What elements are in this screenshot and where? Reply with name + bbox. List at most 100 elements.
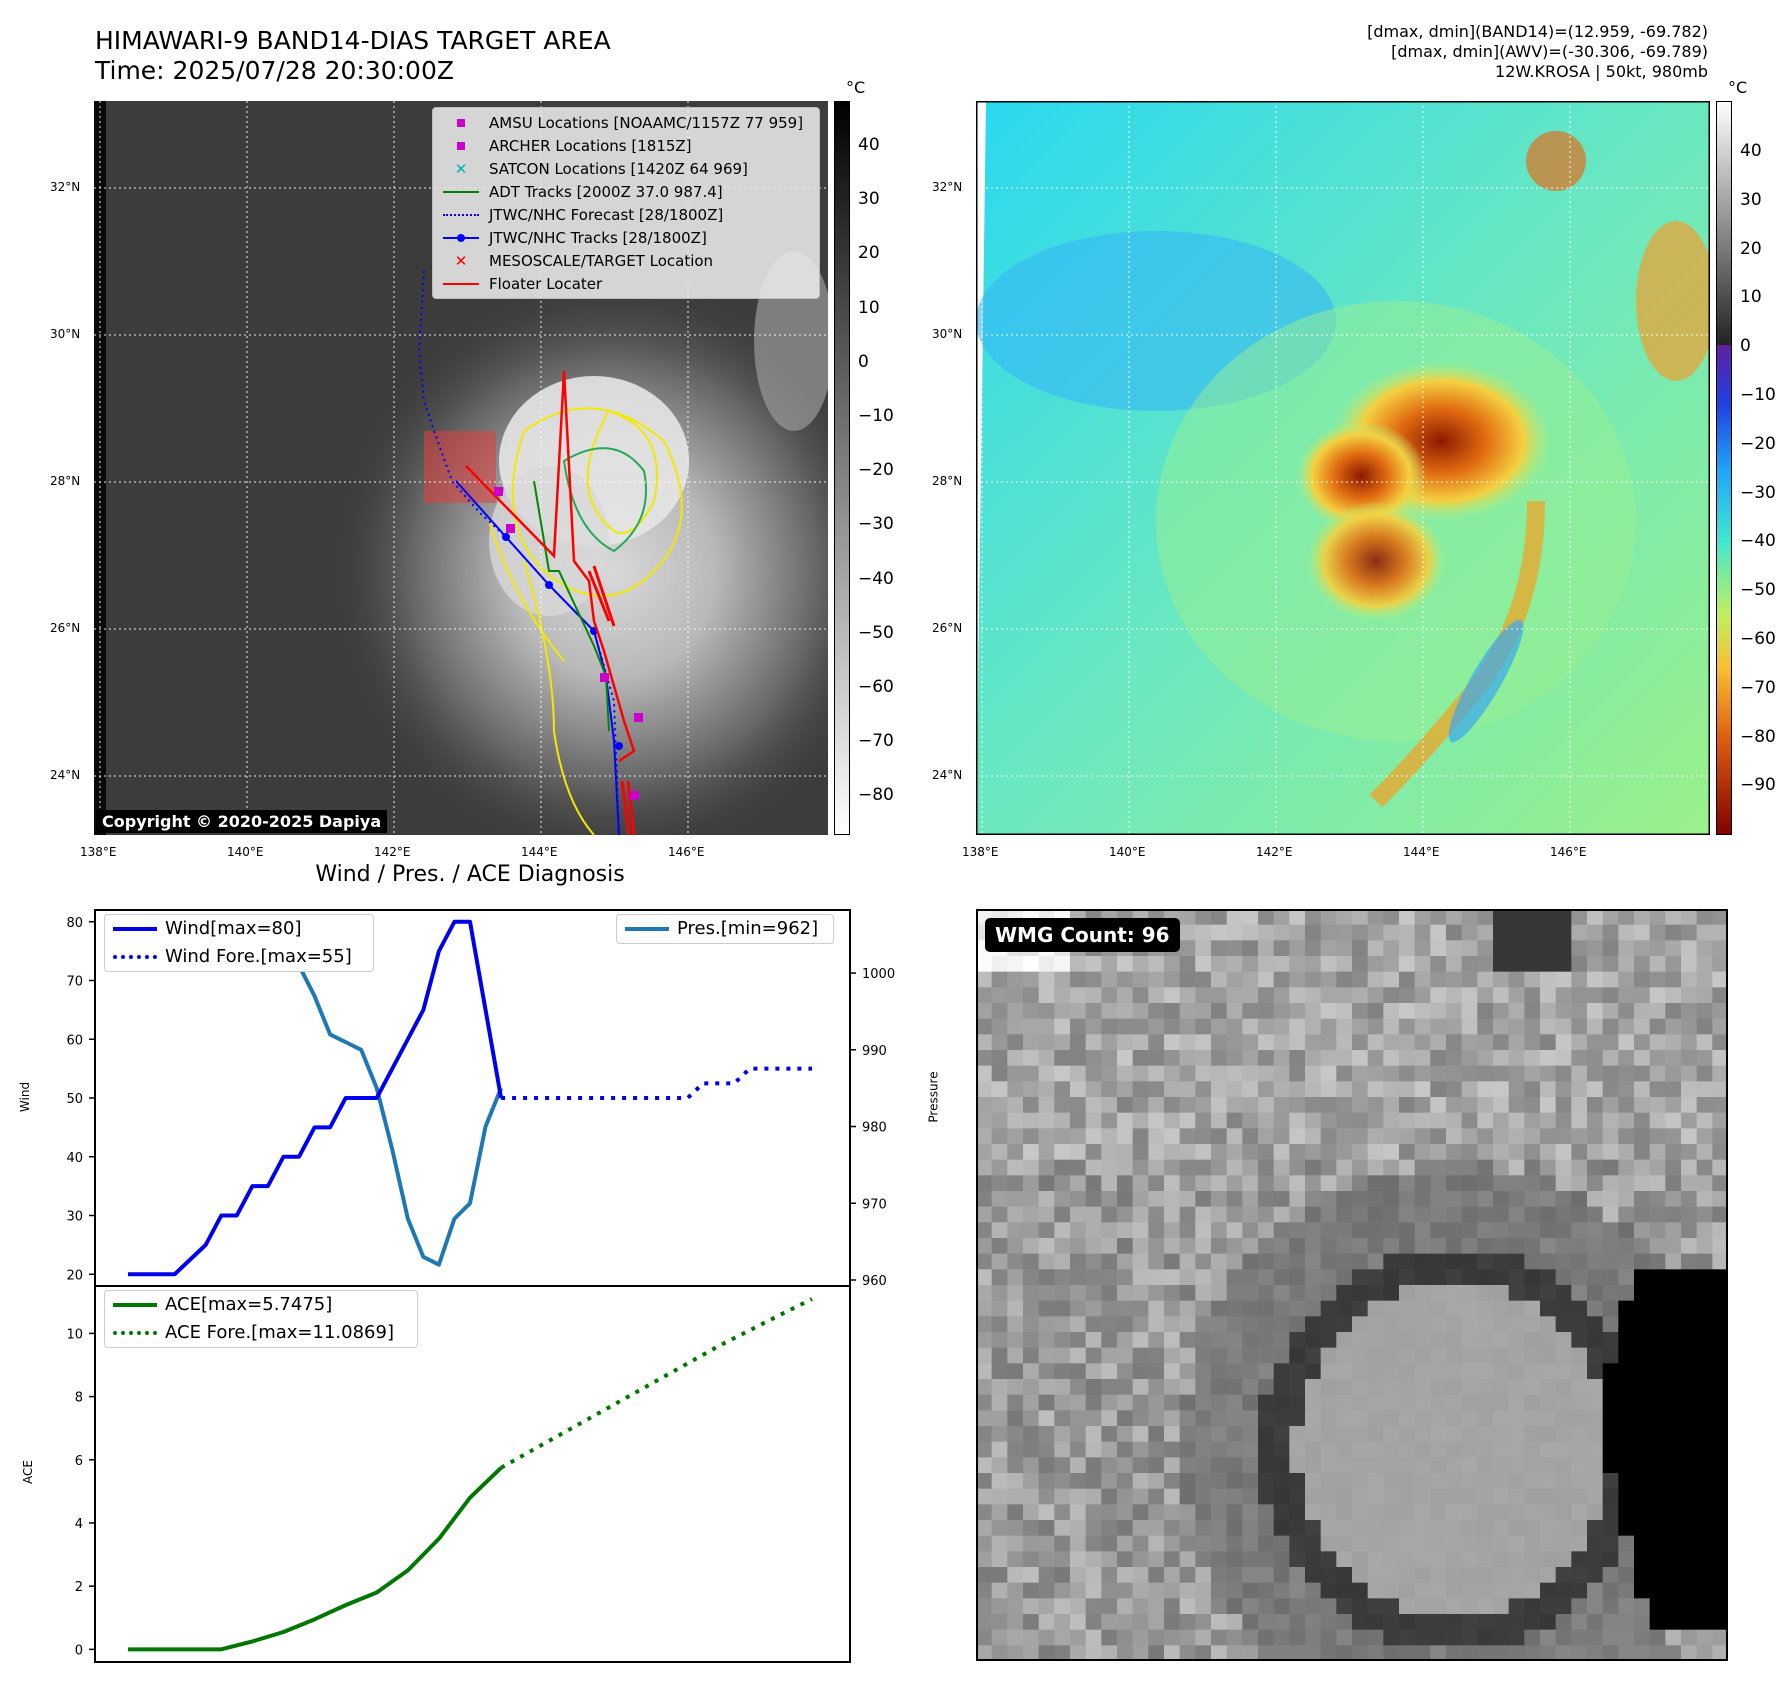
ace-tick-label: 4 (75, 1517, 83, 1532)
ir-colorbar-tick: 40 (858, 135, 880, 155)
legend-pressure: Pres.[min=962] (617, 915, 833, 943)
adt-track (533, 480, 610, 732)
wind-tick-label: 80 (66, 916, 83, 931)
lon-tick-label: 142°E (1256, 845, 1293, 859)
wmg-frame (976, 909, 1728, 1661)
ir-colorbar-tick: −50 (858, 622, 894, 643)
ir-map-legend: AMSU Locations [NOAAMC/1157Z 77 959] ARC… (432, 107, 820, 299)
ir-colorbar-tick: 30 (858, 189, 880, 210)
wv-colorbar (1716, 101, 1732, 835)
ir-colorbar-tick: −20 (858, 460, 894, 481)
ace-tick-label: 0 (75, 1643, 83, 1658)
wv-colorbar-tick: −40 (1740, 531, 1776, 552)
ir-colorbar-tick: −70 (858, 731, 894, 752)
wv-colorbar-tick: −80 (1740, 726, 1776, 747)
lon-tick-label: 138°E (80, 845, 117, 859)
wind-tick-label: 50 (66, 1092, 83, 1107)
lon-tick-label: 140°E (1109, 845, 1146, 859)
target-location-markers (587, 565, 636, 835)
ir-colorbar-tick: 20 (858, 243, 880, 264)
wind-tick-label: 40 (66, 1151, 83, 1166)
wind-series-line (128, 919, 504, 1277)
wind-tick-label: 60 (66, 1033, 83, 1048)
lon-tick-label: 144°E (1403, 845, 1440, 859)
pressure-axis-label: Pressure (926, 1071, 941, 1123)
floater-locater-track (465, 370, 636, 763)
lat-tick-label: 26°N (932, 621, 963, 635)
pressure-tick-label: 970 (862, 1197, 887, 1212)
lon-tick-label: 140°E (227, 845, 264, 859)
jtwc-track-points (502, 533, 623, 750)
wmg-count-badge: WMG Count: 96 (985, 918, 1180, 952)
ir-colorbar-tick: −80 (858, 785, 894, 806)
ir-colorbar-tick: 10 (858, 297, 880, 318)
lat-tick-label: 26°N (50, 621, 81, 635)
ace-forecast-series-line (500, 1297, 813, 1470)
wv-colorbar-tick: −20 (1740, 433, 1776, 454)
info-line-3: 12W.KROSA | 50kt, 980mb (1495, 62, 1708, 81)
wv-colorbar-tick: 40 (1740, 141, 1762, 161)
legend-item-jtwc-forecast: JTWC/NHC Forecast [28/1800Z] (443, 204, 723, 226)
ace-series-line (128, 1466, 503, 1652)
lon-tick-label: 144°E (521, 845, 558, 859)
lon-tick-label: 146°E (668, 845, 705, 859)
pressure-legend: Pres.[min=962] (616, 914, 834, 944)
wv-colorbar-tick: −60 (1740, 629, 1776, 649)
wind-legend: Wind[max=80] Wind Fore.[max=55] (104, 914, 374, 972)
pressure-tick-label: 1000 (862, 967, 895, 982)
ir-colorbar-tick: −40 (858, 568, 894, 589)
lat-tick-label: 32°N (932, 180, 963, 194)
title-line-2: Time: 2025/07/28 20:30:00Z (95, 56, 454, 85)
title-line-1: HIMAWARI-9 BAND14-DIAS TARGET AREA (95, 26, 611, 55)
ir-colorbar (834, 101, 850, 835)
figure-title: HIMAWARI-9 BAND14-DIAS TARGET AREA Time:… (95, 26, 611, 86)
legend-ace-forecast: ACE Fore.[max=11.0869] (105, 1319, 417, 1347)
lat-tick-label: 32°N (50, 180, 81, 194)
legend-item-floater: Floater Locater (443, 273, 602, 295)
wind-forecast-series-line (501, 1066, 812, 1100)
wv-colorbar-tick: −30 (1740, 482, 1776, 503)
amsu-archer-markers (494, 487, 643, 800)
lat-tick-label: 24°N (50, 768, 81, 782)
lon-tick-label: 142°E (374, 845, 411, 859)
ir-colorbar-tick: −30 (858, 514, 894, 535)
legend-ace: ACE[max=5.7475] (105, 1291, 417, 1319)
pressure-tick-label: 980 (862, 1121, 887, 1136)
info-line-1: [dmax, dmin](BAND14)=(12.959, -69.782) (1367, 22, 1708, 41)
ir-colorbar-unit: °C (846, 78, 866, 97)
wv-colorbar-tick: 10 (1740, 287, 1762, 308)
lat-tick-label: 28°N (50, 474, 81, 488)
copyright-badge: Copyright © 2020-2025 Dapiya (96, 810, 388, 833)
legend-item-adt: ADT Tracks [2000Z 37.0 987.4] (443, 181, 723, 203)
target-area-box (424, 431, 496, 503)
ace-tick-label: 8 (75, 1391, 83, 1406)
legend-item-amsu: AMSU Locations [NOAAMC/1157Z 77 959] (443, 112, 803, 134)
info-line-2: [dmax, dmin](AWV)=(-30.306, -69.789) (1391, 42, 1708, 61)
wv-colorbar-tick: −90 (1740, 775, 1776, 796)
wv-colorbar-unit: °C (1728, 78, 1748, 97)
ir-colorbar-tick: 0 (858, 351, 869, 372)
lat-tick-label: 24°N (932, 768, 963, 782)
ace-panel-frame (94, 1285, 851, 1663)
wv-gridlines (976, 101, 1710, 835)
wind-tick-label: 20 (66, 1268, 83, 1283)
ace-tick-label: 2 (75, 1580, 83, 1595)
ace-legend: ACE[max=5.7475] ACE Fore.[max=11.0869] (104, 1290, 418, 1348)
wv-colorbar-tick: −10 (1740, 385, 1776, 405)
lat-tick-label: 30°N (50, 327, 81, 341)
legend-item-archer: ARCHER Locations [1815Z] (443, 135, 692, 157)
lon-tick-label: 138°E (962, 845, 999, 859)
legend-item-satcon: ✕ SATCON Locations [1420Z 64 969] (454, 160, 748, 178)
ir-colorbar-tick: −10 (858, 406, 894, 426)
storm-info: [dmax, dmin](BAND14)=(12.959, -69.782) [… (1367, 22, 1708, 82)
ace-axis-label: ACE (20, 1460, 35, 1484)
diagnosis-chart: 20 30 40 50 60 70 80 0 2 4 6 8 10 960 970 980 990 1000 (66, 909, 895, 1663)
wv-colorbar-tick: −50 (1740, 580, 1776, 601)
wv-colorbar-tick: 0 (1740, 336, 1751, 357)
wind-tick-label: 70 (66, 975, 83, 990)
wv-colorbar-tick: 20 (1740, 238, 1762, 259)
wv-satellite-map (976, 101, 1710, 835)
legend-wind: Wind[max=80] (105, 915, 373, 943)
ace-tick-label: 10 (66, 1327, 83, 1342)
wv-colorbar-tick: 30 (1740, 189, 1762, 210)
